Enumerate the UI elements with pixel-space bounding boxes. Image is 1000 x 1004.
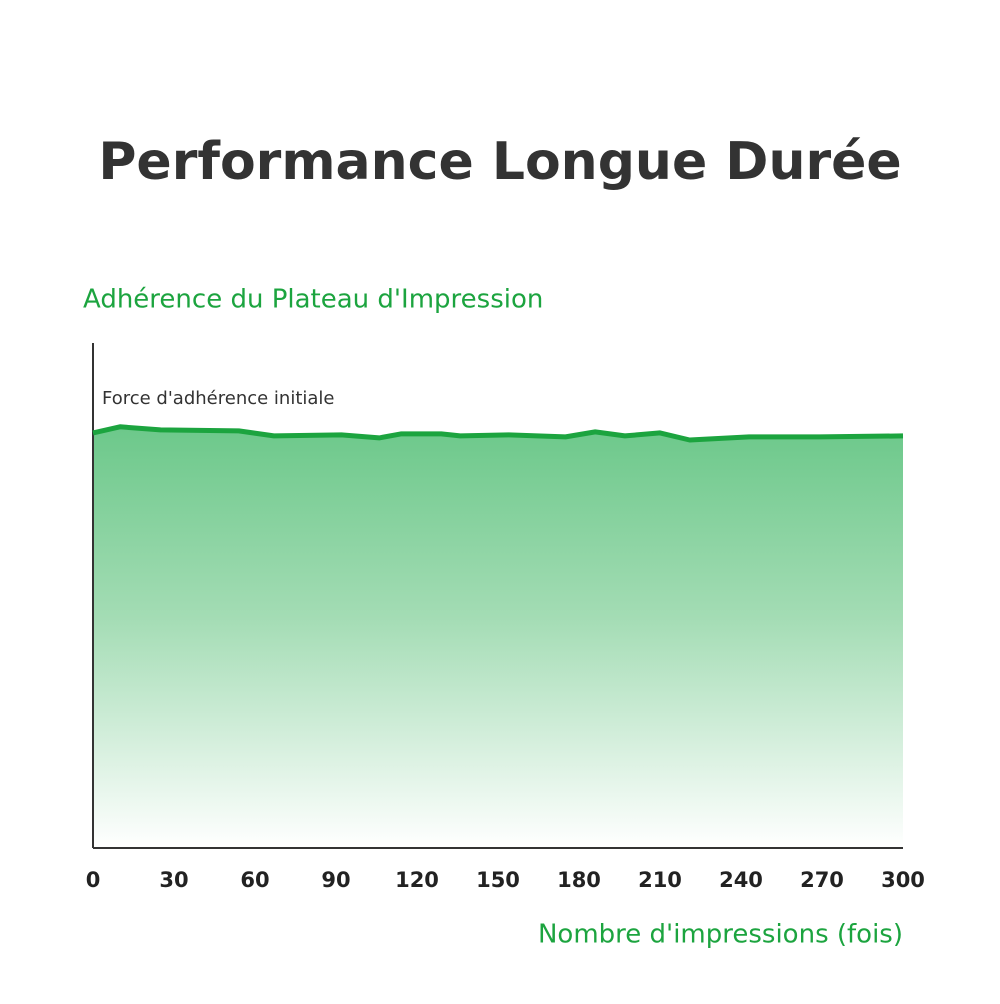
x-tick-label: 210	[638, 868, 682, 892]
x-tick-label: 300	[881, 868, 925, 892]
x-tick-label: 30	[159, 868, 188, 892]
x-axis-label: Nombre d'impressions (fois)	[538, 920, 903, 950]
x-tick-label: 60	[240, 868, 269, 892]
x-tick-label: 150	[476, 868, 520, 892]
x-tick-label: 180	[557, 868, 601, 892]
x-tick-label: 0	[86, 868, 101, 892]
x-tick-label: 120	[395, 868, 439, 892]
x-tick-label: 240	[719, 868, 763, 892]
chart-title: Performance Longue Durée	[98, 132, 901, 192]
x-tick-label: 90	[321, 868, 350, 892]
y-axis-label: Adhérence du Plateau d'Impression	[83, 285, 543, 315]
x-tick-label: 270	[800, 868, 844, 892]
annotation: Force d'adhérence initiale	[102, 388, 335, 409]
area-line	[92, 424, 904, 443]
area-fill	[93, 426, 903, 848]
